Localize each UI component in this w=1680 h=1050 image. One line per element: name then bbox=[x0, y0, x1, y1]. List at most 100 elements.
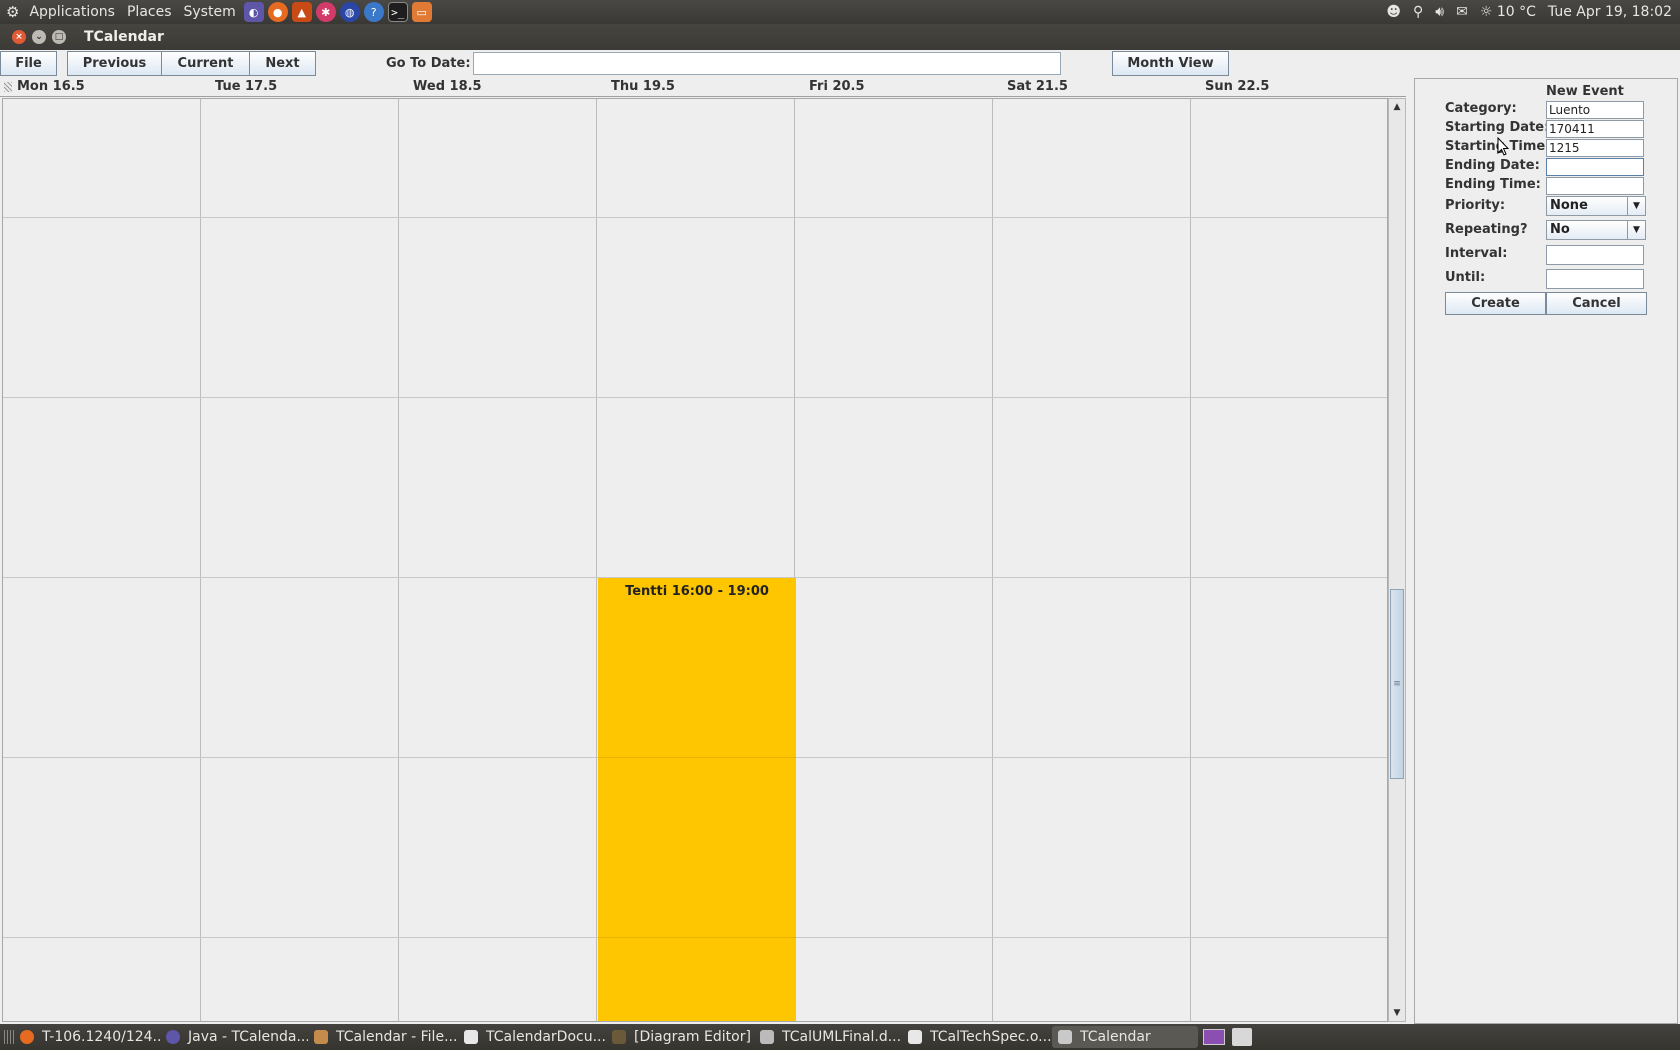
category-label: Category: bbox=[1445, 101, 1517, 116]
window-title: TCalendar bbox=[84, 29, 164, 45]
taskbar-item-label: TCalUMLFinal.d... bbox=[782, 1029, 902, 1045]
trash-icon[interactable] bbox=[1232, 1028, 1252, 1046]
chevron-down-icon[interactable]: ▼ bbox=[1627, 197, 1645, 215]
chevron-down-icon[interactable]: ▼ bbox=[1627, 221, 1645, 239]
globe-launcher-icon[interactable]: ◍ bbox=[339, 2, 360, 22]
current-button[interactable]: Current bbox=[161, 51, 250, 76]
workspace-switcher-icon[interactable] bbox=[1203, 1029, 1225, 1045]
applications-menu[interactable]: Applications bbox=[29, 4, 115, 20]
event-hour-divider bbox=[598, 937, 796, 938]
mouse-pointer-icon bbox=[1497, 137, 1510, 156]
week-calendar: Mon 16.5 Tue 17.5 Wed 18.5 Thu 19.5 Fri … bbox=[0, 78, 1408, 1024]
event-hour-divider bbox=[598, 757, 796, 758]
firefox-launcher-icon[interactable]: ● bbox=[267, 2, 288, 22]
taskbar-item-uml[interactable]: TCalUMLFinal.d... bbox=[754, 1026, 902, 1048]
user-icon[interactable]: ☻ bbox=[1386, 4, 1402, 20]
ubuntu-logo-icon[interactable]: ⚙ bbox=[6, 3, 20, 21]
taskbar-item-file-manager[interactable]: TCalendar - File... bbox=[308, 1026, 458, 1048]
day-header-wed: Wed 18.5 bbox=[413, 79, 482, 94]
window-maximize-button[interactable]: □ bbox=[52, 30, 66, 44]
month-view-button[interactable]: Month View bbox=[1112, 51, 1229, 76]
interval-label: Interval: bbox=[1445, 246, 1508, 261]
vertical-scrollbar[interactable]: ▲ ≡ ▼ bbox=[1388, 98, 1406, 1022]
repeating-select[interactable]: No ▼ bbox=[1546, 220, 1646, 240]
day-divider bbox=[794, 99, 795, 1021]
until-input[interactable] bbox=[1546, 269, 1644, 289]
taskbar-item-label: TCalendar - File... bbox=[336, 1029, 458, 1045]
bottom-taskbar: T-106.1240/124... Java - TCalenda... TCa… bbox=[0, 1024, 1680, 1050]
scroll-up-arrow-icon[interactable]: ▲ bbox=[1393, 102, 1401, 112]
window-minimize-button[interactable]: ⌄ bbox=[32, 30, 46, 44]
starting-date-label: Starting Date: bbox=[1445, 120, 1550, 135]
network-icon[interactable]: ⚲ bbox=[1413, 4, 1424, 20]
taskbar-item-label: T-106.1240/124... bbox=[42, 1029, 160, 1045]
ending-date-input[interactable] bbox=[1546, 158, 1644, 176]
taskbar-item-label: TCalTechSpec.o... bbox=[930, 1029, 1052, 1045]
header-grip-icon[interactable] bbox=[4, 82, 12, 92]
file-menu-button[interactable]: File bbox=[0, 51, 57, 76]
repeating-label: Repeating? bbox=[1445, 222, 1528, 237]
volume-icon[interactable]: 🔊︎ bbox=[1435, 4, 1445, 20]
taskbar-item-label: [Diagram Editor] bbox=[634, 1029, 751, 1045]
day-header-sun: Sun 22.5 bbox=[1205, 79, 1270, 94]
top-panel: ⚙ Applications Places System ◐ ● ▲ ✱ ◍ ?… bbox=[0, 0, 1680, 24]
starting-time-input[interactable]: 1215 bbox=[1546, 139, 1644, 157]
day-divider bbox=[1190, 99, 1191, 1021]
taskbar-item-eclipse[interactable]: Java - TCalenda... bbox=[160, 1026, 308, 1048]
show-desktop-icon[interactable] bbox=[4, 1030, 14, 1044]
priority-selected-value: None bbox=[1550, 198, 1588, 213]
go-to-date-label: Go To Date: bbox=[386, 56, 471, 71]
day-header-fri: Fri 20.5 bbox=[809, 79, 865, 94]
go-to-date-input[interactable] bbox=[473, 52, 1061, 75]
eclipse-icon bbox=[166, 1030, 180, 1044]
places-menu[interactable]: Places bbox=[126, 4, 172, 20]
files-launcher-icon[interactable]: ▭ bbox=[411, 2, 432, 22]
day-divider bbox=[596, 99, 597, 1021]
clock[interactable]: Tue Apr 19, 18:02 bbox=[1547, 4, 1672, 20]
mail-icon[interactable]: ✉ bbox=[1456, 4, 1468, 20]
help-launcher-icon[interactable]: ? bbox=[363, 2, 384, 22]
category-input[interactable]: Luento bbox=[1546, 101, 1644, 119]
priority-label: Priority: bbox=[1445, 198, 1506, 213]
day-header-mon: Mon 16.5 bbox=[17, 79, 85, 94]
day-divider bbox=[200, 99, 201, 1021]
taskbar-item-label: TCalendar bbox=[1080, 1029, 1151, 1045]
interval-input[interactable] bbox=[1546, 245, 1644, 265]
priority-select[interactable]: None ▼ bbox=[1546, 196, 1646, 216]
previous-button[interactable]: Previous bbox=[67, 51, 162, 76]
starting-date-input[interactable]: 170411 bbox=[1546, 120, 1644, 138]
matlab-launcher-icon[interactable]: ▲ bbox=[291, 2, 312, 22]
new-event-heading: New Event bbox=[1546, 84, 1624, 99]
weather-indicator[interactable]: ☼ 10 °C bbox=[1480, 4, 1536, 20]
window-close-button[interactable]: × bbox=[12, 30, 26, 44]
repeating-selected-value: No bbox=[1550, 222, 1570, 237]
network-launcher-icon[interactable]: ✱ bbox=[315, 2, 336, 22]
calendar-event[interactable]: Tentti 16:00 - 19:00 bbox=[598, 578, 796, 1021]
next-button[interactable]: Next bbox=[249, 51, 316, 76]
calendar-grid[interactable]: Tentti 16:00 - 19:00 bbox=[2, 98, 1388, 1022]
cancel-button[interactable]: Cancel bbox=[1546, 292, 1647, 315]
taskbar-item-techspec[interactable]: TCalTechSpec.o... bbox=[902, 1026, 1052, 1048]
create-button[interactable]: Create bbox=[1445, 292, 1546, 315]
scroll-thumb[interactable]: ≡ bbox=[1390, 589, 1404, 779]
day-header-tue: Tue 17.5 bbox=[215, 79, 278, 94]
day-header-thu: Thu 19.5 bbox=[611, 79, 675, 94]
calendar-event-label: Tentti 16:00 - 19:00 bbox=[625, 584, 769, 599]
taskbar-item-diagram-editor[interactable]: [Diagram Editor] bbox=[606, 1026, 754, 1048]
panel-indicators: ☻ ⚲ 🔊︎ ✉ ☼ 10 °C Tue Apr 19, 18:02 bbox=[1386, 0, 1672, 24]
ending-time-label: Ending Time: bbox=[1445, 177, 1541, 192]
drawing-icon bbox=[760, 1030, 774, 1044]
taskbar-item-tcalendar[interactable]: TCalendar bbox=[1052, 1026, 1198, 1048]
day-header-row: Mon 16.5 Tue 17.5 Wed 18.5 Thu 19.5 Fri … bbox=[0, 78, 1406, 97]
ending-time-input[interactable] bbox=[1546, 177, 1644, 195]
toolbar: File Previous Current Next Go To Date: M… bbox=[0, 50, 1680, 78]
eclipse-launcher-icon[interactable]: ◐ bbox=[243, 2, 264, 22]
scroll-down-arrow-icon[interactable]: ▼ bbox=[1393, 1008, 1401, 1018]
taskbar-item-document[interactable]: TCalendarDocu... bbox=[458, 1026, 606, 1048]
taskbar-item-firefox[interactable]: T-106.1240/124... bbox=[14, 1026, 160, 1048]
window-title-bar[interactable]: × ⌄ □ TCalendar bbox=[0, 24, 1680, 50]
system-menu[interactable]: System bbox=[183, 4, 236, 20]
until-label: Until: bbox=[1445, 270, 1486, 285]
terminal-launcher-icon[interactable]: >_ bbox=[387, 2, 408, 22]
folder-icon bbox=[314, 1030, 328, 1044]
